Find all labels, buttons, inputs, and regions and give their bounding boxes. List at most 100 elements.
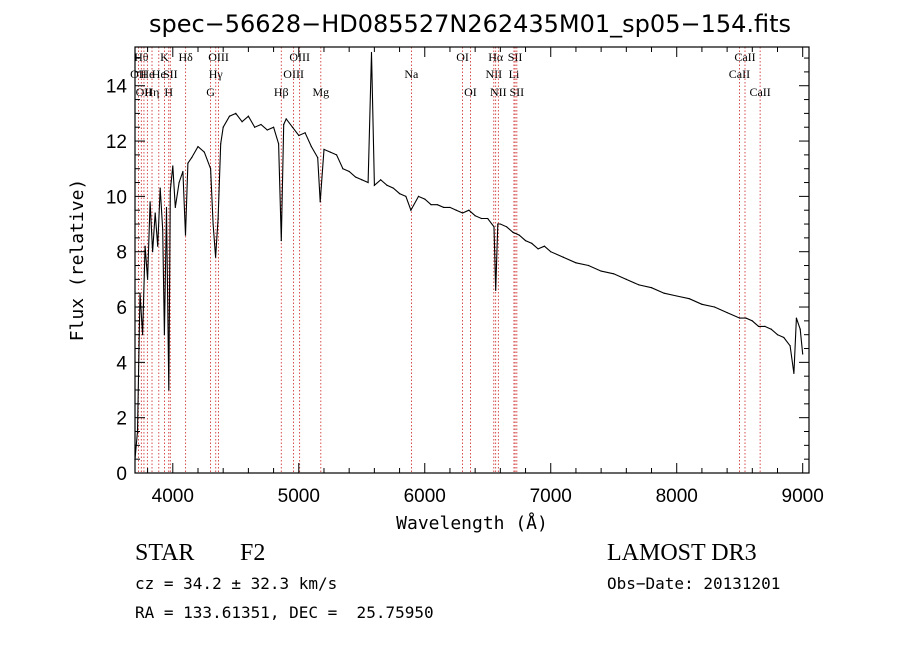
- line-label-10: G: [206, 85, 215, 99]
- spectrum-point: [480, 217, 483, 220]
- line-label-20: NII: [485, 67, 502, 81]
- spectrum-point: [449, 206, 451, 209]
- line-label-0: OII: [130, 67, 147, 81]
- spectrum-point: [212, 223, 214, 225]
- spectrum-point: [512, 231, 514, 233]
- spectrum-point: [298, 134, 300, 137]
- spectrum-point: [169, 190, 171, 192]
- spectrum-point: [497, 223, 499, 225]
- spectrum-point: [168, 389, 170, 391]
- line-label-26: CaII: [729, 67, 750, 81]
- spectrum-point: [310, 145, 312, 148]
- spectrum-point: [424, 198, 426, 200]
- spectrum-point: [283, 123, 285, 126]
- x-axis-title: Wavelength (Å): [396, 512, 548, 534]
- y-tick-label: 4: [116, 353, 127, 374]
- spectrum-point: [386, 184, 388, 186]
- line-label-15: OIII: [289, 50, 310, 64]
- spectrum-point: [410, 209, 412, 211]
- spectrum-point: [638, 284, 640, 286]
- spectrum-point: [726, 311, 728, 314]
- spectrum-point: [260, 123, 262, 126]
- spectrum-point: [474, 215, 476, 217]
- line-label-5: He: [152, 67, 166, 81]
- x-tick-label: 7000: [530, 486, 572, 507]
- survey-label: LAMOST DR3: [607, 540, 757, 566]
- spectrum-point: [758, 325, 760, 327]
- line-label-13: Hβ: [274, 85, 289, 99]
- spectrum-point: [291, 126, 294, 128]
- spectrum-point: [197, 145, 199, 148]
- spectrum-point: [676, 295, 678, 297]
- spectrum-point: [430, 204, 432, 206]
- spectrum-point: [461, 212, 464, 214]
- line-label-8: SII: [163, 67, 178, 81]
- line-label-22: NII: [490, 85, 507, 99]
- spectrum-point: [241, 121, 243, 123]
- spectrum-point: [285, 118, 287, 120]
- redshift-readout: cz = 34.2 ± 32.3 km/s: [135, 574, 338, 593]
- axis-ticks: 4000 5000 6000 7000 8000 9000 0 2 4 6 8 10 12 14: [106, 47, 824, 507]
- spectrum-point: [650, 287, 653, 289]
- x-tick-label: 4000: [152, 486, 194, 507]
- spectrum-point: [329, 151, 331, 153]
- y-tick-label: 14: [106, 77, 128, 98]
- line-label-3: He: [140, 67, 154, 81]
- spectrum-point: [335, 154, 338, 156]
- line-label-21: Hα: [488, 50, 504, 64]
- spectrum-point: [562, 256, 564, 258]
- line-label-4: Hη: [145, 85, 160, 99]
- spectrum-point: [524, 240, 527, 242]
- spectrum-point: [187, 162, 189, 164]
- x-tick-label: 6000: [404, 486, 446, 507]
- spectrum-point: [159, 187, 161, 189]
- spectrum-point: [152, 251, 154, 253]
- spectrum-point: [575, 262, 577, 264]
- spectrum-point: [162, 228, 164, 231]
- x-tick-label: 8000: [656, 486, 698, 507]
- y-tick-label: 6: [116, 298, 127, 319]
- spectrum-point: [783, 336, 785, 339]
- spectrum-point: [701, 303, 703, 305]
- spectrum-point: [154, 212, 156, 214]
- line-label-24: SII: [508, 50, 523, 64]
- spectrum-point: [499, 223, 501, 225]
- spectrum-point: [776, 334, 779, 336]
- spectrum-point: [191, 157, 193, 159]
- spectrum-point: [587, 264, 590, 267]
- line-label-23: Li: [509, 67, 520, 81]
- spectrum-point: [443, 206, 445, 209]
- spectrum-point: [625, 278, 627, 280]
- spectrum-point: [354, 176, 357, 178]
- line-label-17: Na: [404, 67, 419, 81]
- spectrum-point: [392, 187, 394, 189]
- spectrum-point: [254, 126, 256, 128]
- spectrum-point: [317, 157, 319, 159]
- spectrum-point: [319, 201, 321, 203]
- spectrum-point: [163, 334, 165, 336]
- spectrum-point: [380, 179, 382, 181]
- line-label-16: Mg: [312, 85, 329, 99]
- object-class: STAR: [135, 540, 195, 566]
- line-label-28: CaII: [749, 85, 770, 99]
- spectrum-point: [613, 273, 615, 275]
- obs-date-readout: Obs−Date: 20131201: [607, 574, 781, 593]
- line-label-27: CaII: [734, 50, 755, 64]
- spectrum-point: [348, 170, 350, 173]
- spectrum-point: [417, 195, 420, 197]
- spectrum-point: [280, 240, 282, 242]
- spectrum-point: [144, 245, 146, 247]
- line-label-14: OIII: [283, 67, 304, 81]
- spectrum-point: [751, 320, 753, 322]
- object-subclass: F2: [240, 540, 266, 566]
- spectrum-point: [172, 165, 174, 167]
- spectrum-point: [370, 51, 373, 54]
- x-tick-label: 9000: [782, 486, 824, 507]
- line-label-18: OI: [456, 50, 469, 64]
- spectrum-point: [235, 112, 237, 114]
- spectrum-point: [278, 143, 280, 145]
- spectrum-point: [398, 193, 401, 195]
- spectrum-point: [215, 256, 217, 258]
- spectrum-point: [342, 168, 344, 170]
